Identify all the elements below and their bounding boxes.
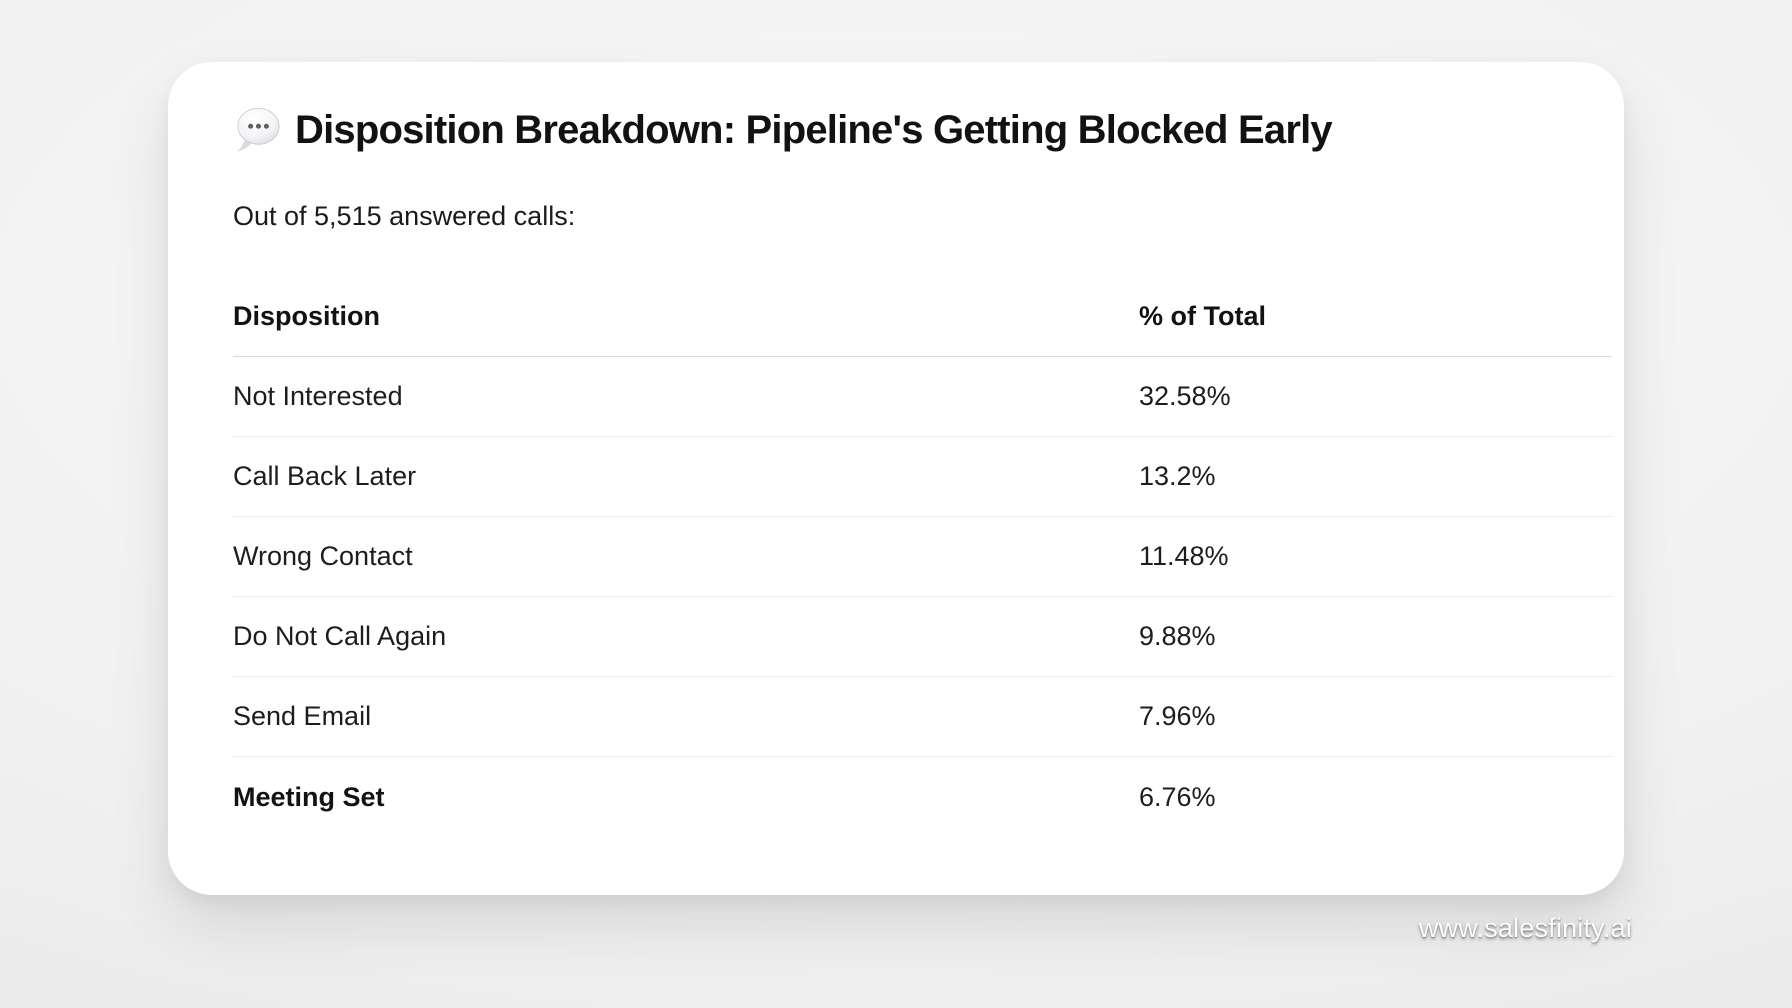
disposition-cell: Do Not Call Again: [233, 621, 447, 651]
percent-cell: 11.48%: [1139, 541, 1229, 571]
disposition-cell: Not Interested: [233, 381, 403, 411]
disposition-cell: Call Back Later: [233, 461, 417, 491]
subtitle: Out of 5,515 answered calls:: [233, 201, 576, 231]
percent-cell: 9.88%: [1139, 621, 1216, 651]
speech-balloon-icon: [236, 107, 280, 152]
column-header-percent: % of Total: [1139, 301, 1266, 331]
disposition-cell: Send Email: [233, 701, 372, 731]
table-row: Send Email 7.96%: [233, 677, 1612, 757]
disposition-cell: Meeting Set: [233, 781, 385, 812]
percent-cell: 13.2%: [1139, 461, 1216, 491]
table-row: Call Back Later 13.2%: [233, 437, 1612, 517]
table-row: Wrong Contact 11.48%: [233, 517, 1612, 597]
table-row: Not Interested 32.58%: [233, 357, 1612, 437]
table-row: Do Not Call Again 9.88%: [233, 597, 1612, 677]
page-title: Disposition Breakdown: Pipeline's Gettin…: [295, 107, 1333, 152]
percent-cell: 7.96%: [1139, 701, 1216, 731]
disposition-cell: Wrong Contact: [233, 541, 413, 571]
watermark-url: www.salesfinity.ai: [1418, 913, 1632, 943]
percent-cell: 32.58%: [1139, 381, 1231, 411]
disposition-breakdown-card: Disposition Breakdown: Pipeline's Gettin…: [168, 62, 1624, 895]
card-header: Disposition Breakdown: Pipeline's Gettin…: [233, 106, 1612, 154]
percent-cell: 6.76%: [1139, 781, 1216, 812]
table-body: Not Interested 32.58% Call Back Later 13…: [233, 357, 1612, 837]
table-header-row: Disposition % of Total: [233, 300, 1612, 357]
disposition-table: Disposition % of Total Not Interested 32…: [233, 300, 1612, 837]
column-header-disposition: Disposition: [233, 301, 380, 331]
table-row: Meeting Set 6.76%: [233, 757, 1612, 837]
